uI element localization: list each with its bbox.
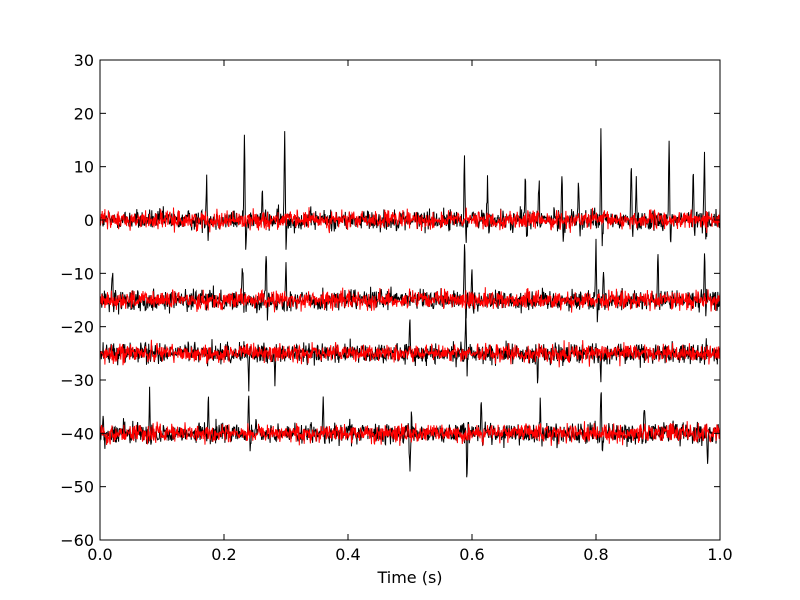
y-tick-label: 10 bbox=[74, 158, 94, 177]
y-axis-ticks: 30 20 10 0 −10 −20 −30 −40 −50 −60 bbox=[60, 51, 720, 550]
y-tick-label: −50 bbox=[60, 478, 94, 497]
y-tick-label: 20 bbox=[74, 104, 94, 123]
filtered-trace-1 bbox=[99, 287, 721, 313]
plot-traces bbox=[99, 128, 721, 478]
y-tick-label: −60 bbox=[60, 531, 94, 550]
y-tick-label: 0 bbox=[84, 211, 94, 230]
filtered-trace-2 bbox=[99, 339, 721, 368]
y-tick-label: −10 bbox=[60, 264, 94, 283]
filtered-trace-0 bbox=[99, 207, 721, 234]
x-tick-label: 0.0 bbox=[87, 545, 112, 564]
x-tick-label: 0.6 bbox=[459, 545, 484, 564]
x-tick-label: 1.0 bbox=[707, 545, 732, 564]
x-tick-label: 0.8 bbox=[583, 545, 608, 564]
x-axis-label: Time (s) bbox=[376, 568, 442, 587]
plot-frame bbox=[99, 59, 721, 541]
y-tick-label: −30 bbox=[60, 371, 94, 390]
x-axis-ticks: 0.0 0.2 0.4 0.6 0.8 1.0 bbox=[87, 60, 733, 564]
y-tick-label: −20 bbox=[60, 318, 94, 337]
x-tick-label: 0.2 bbox=[211, 545, 236, 564]
y-tick-label: −40 bbox=[60, 424, 94, 443]
x-tick-label: 0.4 bbox=[335, 545, 360, 564]
y-tick-label: 30 bbox=[74, 51, 94, 70]
filtered-trace-3 bbox=[99, 421, 721, 446]
